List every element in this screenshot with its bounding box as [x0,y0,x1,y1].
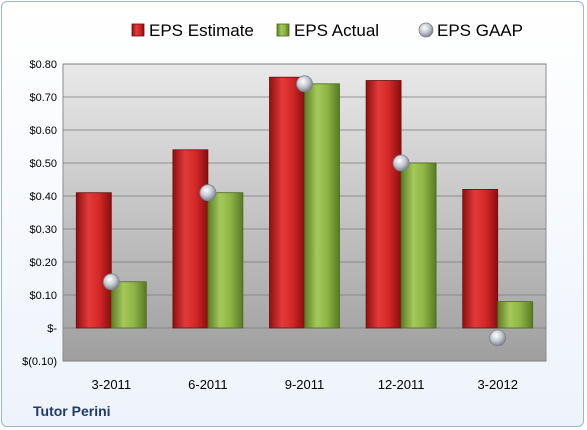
bar-eps-actual [207,192,244,329]
bar-eps-estimate [75,192,112,329]
gaap-points [102,75,507,347]
x-tick-label: 3-2011 [92,377,132,392]
y-tick-label: $0.80 [29,59,57,71]
bar-eps-estimate [269,76,305,329]
legend-swatch [131,23,145,37]
legend-swatch [418,22,434,38]
x-tick-label: 6-2011 [188,377,228,392]
x-axis-tick-labels: 3-2011 6-2011 9-2011 12-2011 3-2012 [92,377,518,392]
y-tick-label: $0.50 [29,158,57,170]
bar-eps-actual [110,281,147,329]
y-tick-label: $- [47,323,57,335]
y-tick-label: $0.70 [29,92,57,104]
y-tick-label: $0.40 [29,191,57,203]
y-tick-label: $0.10 [29,290,57,302]
legend-label: EPS Estimate [149,21,254,40]
point-eps-gaap [102,273,120,291]
point-eps-gaap [296,75,313,93]
x-tick-label: 9-2011 [285,377,325,392]
bars [75,76,534,329]
legend-label: EPS Actual [294,21,379,40]
point-eps-gaap [199,184,217,202]
legend-label: EPS GAAP [437,21,523,40]
x-tick-label: 12-2011 [378,377,425,392]
company-name: Tutor Perini [33,403,111,419]
x-tick-label: 3-2012 [477,377,517,392]
bar-eps-estimate [365,80,402,329]
bar-eps-estimate [462,188,499,329]
point-eps-gaap [392,154,410,172]
y-axis-tick-labels: $0.80 $0.70 $0.60 $0.50 $0.40 $0.30 $0.20 $0.10… [22,59,57,368]
y-tick-label: $(0.10) [22,356,57,368]
y-tick-label: $0.60 [29,125,57,137]
legend-swatch [276,23,290,37]
eps-chart: $0.80 $0.70 $0.60 $0.50 $0.40 $0.30 $0.20 $0.10… [22,21,547,392]
y-tick-label: $0.30 [29,224,57,236]
point-eps-gaap [489,329,507,347]
bar-eps-estimate [172,149,209,329]
bar-eps-actual [497,301,534,329]
y-tick-label: $0.20 [29,257,57,269]
bar-eps-actual [400,162,437,329]
bar-eps-actual [304,83,340,329]
legend: EPS Estimate EPS Actual EPS GAAP [131,21,523,40]
